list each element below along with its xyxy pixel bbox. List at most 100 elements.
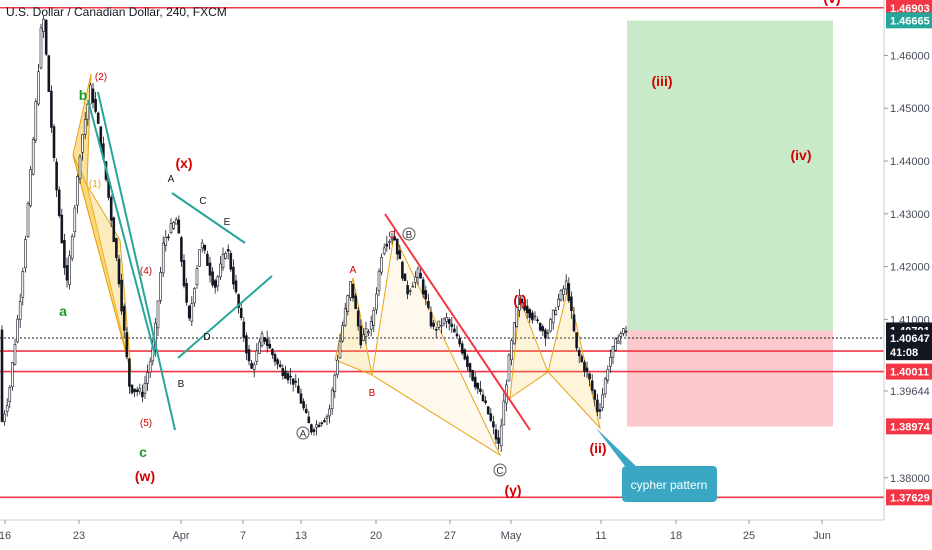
candle-body-198	[515, 307, 519, 328]
ytick-1.38000: 1.38000	[890, 473, 930, 485]
candle-body-224	[583, 361, 586, 372]
candle-body-34	[89, 84, 92, 105]
candle-body-167	[434, 328, 438, 331]
candle-body-95	[247, 349, 251, 362]
candle-body-125	[325, 416, 329, 419]
candle-body-79	[206, 253, 209, 266]
candle-body-147	[382, 247, 386, 254]
time-axis: 16 23 Apr 7 13 20 27 May 11 18 25 Jun	[0, 520, 831, 542]
candle-body-166	[432, 322, 435, 327]
candle-body-218	[567, 283, 571, 301]
candle-body-122	[317, 424, 321, 427]
candle-body-199	[518, 295, 521, 311]
candle-body-160	[416, 268, 420, 278]
candle-body-84	[219, 263, 222, 278]
candle-body-126	[328, 408, 331, 417]
candle-body-180	[468, 363, 472, 373]
candle-body-4	[11, 362, 14, 387]
candle-body-144	[375, 293, 378, 310]
candle-body-227	[590, 380, 594, 391]
candle-body-71	[185, 283, 188, 303]
candle-body-112	[291, 378, 295, 385]
candle-body-101	[263, 337, 266, 342]
sub-a: A	[168, 174, 175, 185]
candle-body-109	[284, 370, 287, 379]
candle-body-128	[333, 374, 337, 392]
candle-body-76	[198, 249, 201, 267]
wave-4: (4)	[140, 266, 152, 277]
candle-body-236	[614, 338, 617, 351]
harmonic-5	[509, 299, 549, 400]
candle-body-178	[463, 349, 467, 360]
candle-body-118	[307, 416, 311, 424]
candle-body-105	[273, 354, 277, 362]
candle-body-185	[481, 394, 485, 402]
price-tags: 1.469031.466651.407911.4064741:081.40011…	[886, 0, 932, 506]
candle-body-138	[359, 325, 363, 346]
candle-body-113	[294, 380, 298, 383]
candle-body-149	[388, 241, 391, 243]
candle-body-220	[572, 314, 576, 332]
candle-body-73	[190, 303, 194, 322]
wave-a: a	[59, 303, 67, 319]
candle-body-127	[330, 389, 334, 409]
candle-body-98	[255, 350, 259, 362]
triangle-bottom	[177, 275, 273, 359]
wave-y: (y)	[504, 482, 521, 498]
candle-body-5	[13, 344, 17, 365]
price-tag-bg-7	[886, 489, 932, 506]
candle-body-100	[260, 333, 264, 346]
candle-body-207	[538, 322, 542, 331]
candle-body-111	[289, 375, 292, 378]
price-tag-7: 1.37629	[890, 492, 930, 504]
candle-body-74	[193, 288, 196, 304]
candle-body-9	[24, 239, 27, 269]
candle-body-48	[125, 332, 129, 358]
candle-body-63	[164, 237, 168, 246]
cypher-pattern-callout: cypher pattern	[596, 428, 717, 502]
candle-body-50	[130, 384, 134, 394]
candle-body-228	[593, 390, 597, 400]
xtick-10: 25	[743, 530, 755, 542]
candle-body-70	[182, 260, 186, 287]
candle-body-68	[177, 219, 181, 234]
candle-body-146	[380, 256, 383, 273]
candle-body-31	[81, 134, 84, 153]
candle-body-102	[265, 338, 269, 346]
candle-body-121	[315, 424, 318, 428]
xtick-3: 7	[240, 530, 246, 542]
candle-body-190	[494, 429, 498, 440]
price-tag-6: 1.38974	[890, 421, 931, 433]
candle-body-64	[167, 236, 170, 239]
candle-body-182	[473, 376, 477, 388]
price-tag-bg-1	[886, 12, 932, 29]
wave-v: (v)	[823, 0, 840, 6]
candle-body-0	[0, 329, 4, 422]
candle-body-135	[351, 283, 355, 299]
candle-body-47	[122, 306, 126, 331]
candle-body-238	[619, 333, 623, 337]
wave-c: c	[139, 444, 147, 460]
candle-body-83	[216, 276, 220, 287]
candle-body-226	[588, 373, 591, 380]
candle-body-162	[421, 279, 425, 295]
xtick-6: 27	[444, 530, 456, 542]
candle-body-188	[489, 413, 493, 421]
price-tag-3: 1.40647	[890, 333, 930, 345]
wave-ii: (ii)	[589, 440, 606, 456]
harmonic-6	[547, 287, 601, 430]
xtick-1: 23	[73, 530, 85, 542]
candle-body-157	[408, 290, 412, 292]
candle-body-213	[554, 310, 558, 315]
candle-body-239	[622, 328, 625, 334]
candle-body-19	[50, 90, 53, 128]
candle-body-21	[55, 161, 58, 191]
candle-body-193	[502, 400, 506, 426]
candle-body-133	[346, 295, 350, 312]
ytick-1.42000: 1.42000	[890, 262, 930, 274]
candle-body-14	[37, 71, 40, 105]
circle-c	[493, 463, 507, 477]
ytick-1.39644: 1.39644	[890, 386, 930, 398]
cypher-pattern-label: cypher pattern	[631, 478, 708, 492]
